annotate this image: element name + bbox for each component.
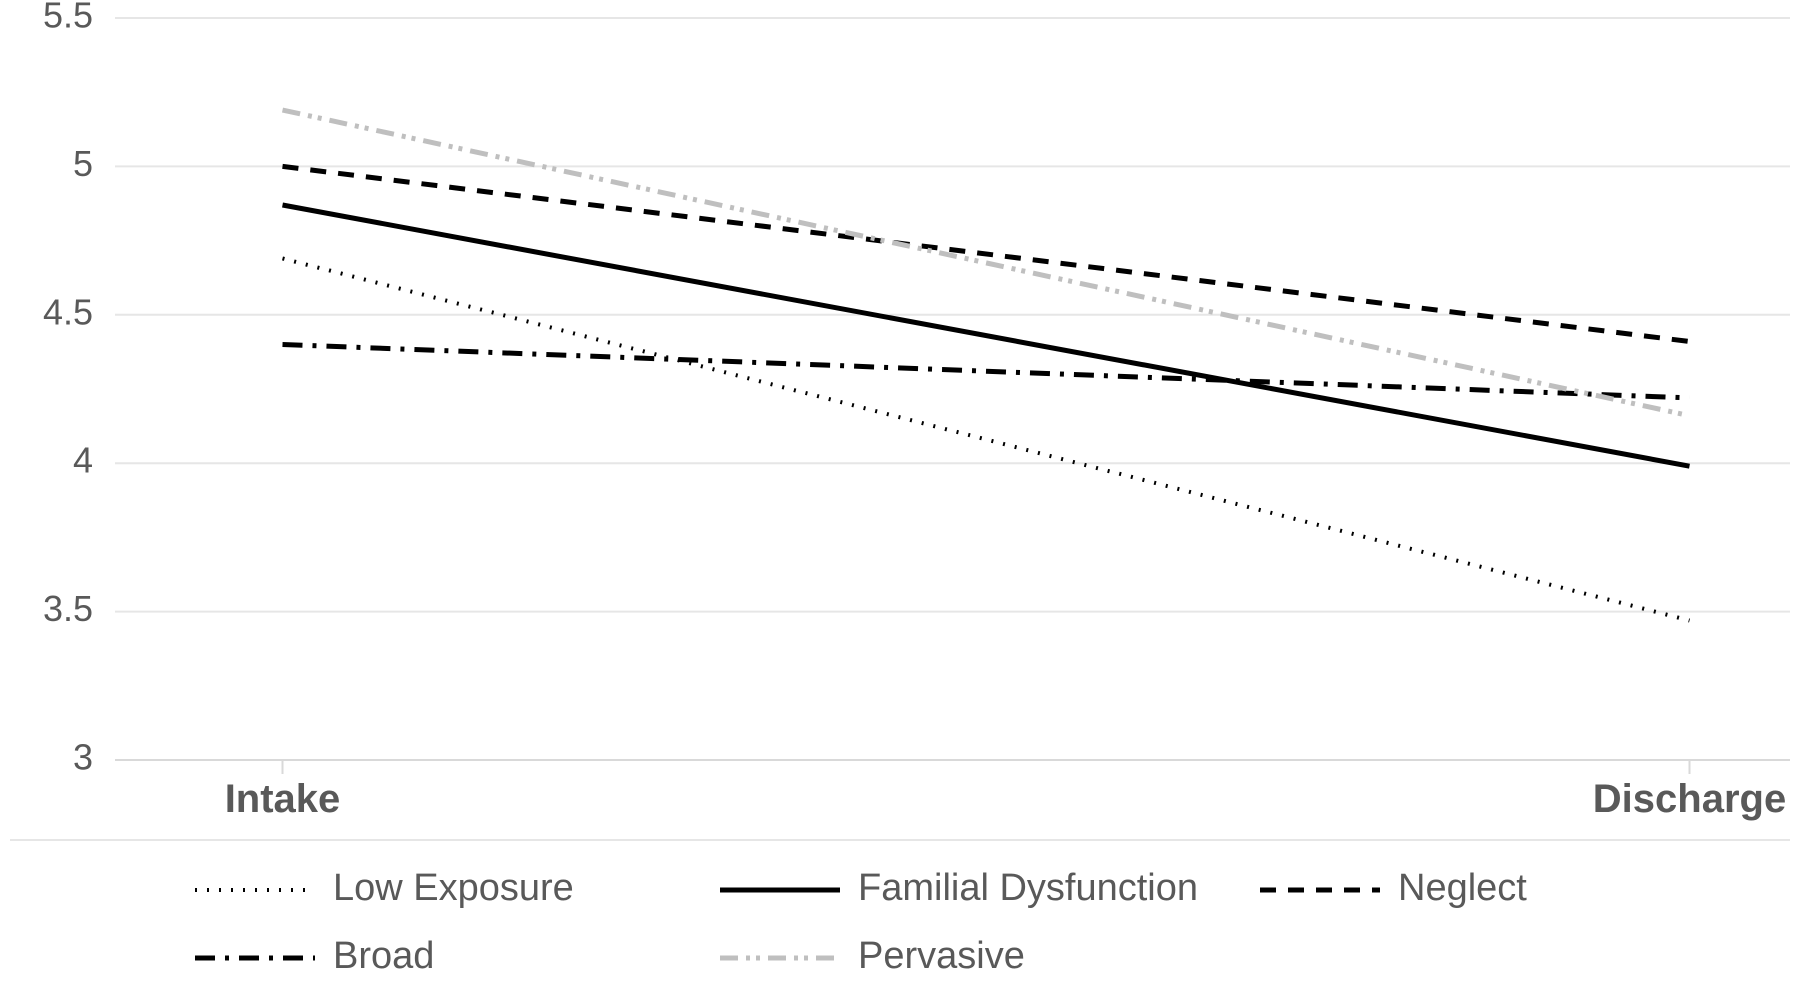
chart-svg: 3 3.5 4 4.5 5 5.5 Intake Discharge Low Exposure F… (0, 0, 1800, 1008)
legend-label: Familial Dysfunction (858, 867, 1198, 909)
series-line (283, 344, 1690, 397)
y-tick-label: 3 (73, 737, 93, 778)
y-tick-label: 4.5 (43, 291, 93, 332)
x-tick-label: Discharge (1593, 777, 1786, 821)
series-line (283, 110, 1690, 416)
series-line (283, 205, 1690, 466)
y-tick-label: 5 (73, 143, 93, 184)
x-tick-label: Intake (225, 777, 341, 821)
legend-label: Neglect (1398, 867, 1527, 909)
legend-label: Broad (333, 935, 434, 977)
line-chart: 3 3.5 4 4.5 5 5.5 Intake Discharge Low Exposure F… (0, 0, 1800, 1008)
y-tick-label: 5.5 (43, 0, 93, 36)
y-tick-label: 3.5 (43, 588, 93, 629)
series-line (283, 258, 1690, 620)
legend-label: Pervasive (858, 935, 1025, 977)
legend-label: Low Exposure (333, 867, 574, 909)
y-tick-label: 4 (73, 440, 93, 481)
